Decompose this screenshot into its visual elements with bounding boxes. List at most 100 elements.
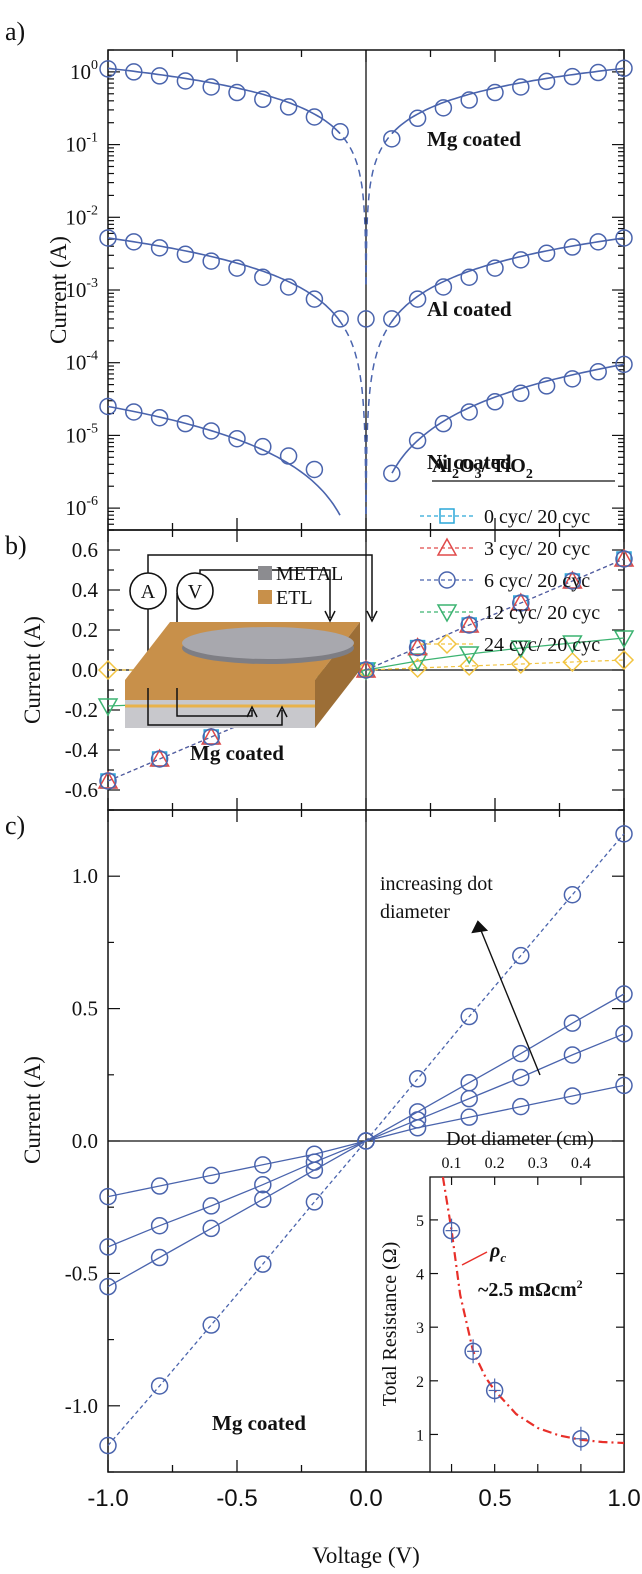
data-point [613, 649, 635, 671]
panel-a: a) 100 10-1 10-2 10-3 10 -4 10-5 10-6 Current (… [5, 17, 633, 531]
data-point [615, 1025, 633, 1043]
data-point [615, 1076, 633, 1095]
data-point [563, 370, 582, 388]
data-point [200, 726, 222, 745]
arrow-text-line-2: diameter [380, 901, 450, 923]
y-tick-label: -0.2 [65, 698, 98, 722]
x-tick-label: 1.0 [607, 1485, 640, 1512]
legend-items: 0 cyc/ 20 cyc 3 cyc/ 20 cyc 6 cyc/ 20 cyc 1… [420, 506, 600, 656]
data-point [615, 825, 633, 843]
data-point [563, 572, 582, 590]
data-point [407, 657, 428, 679]
inset-top-tick-label: 0.3 [528, 1155, 548, 1172]
data-point [331, 310, 349, 328]
fit-dashed-segment [337, 130, 367, 285]
data-point [125, 403, 143, 421]
data-point [99, 397, 117, 416]
series-line [107, 558, 625, 782]
data-point [383, 130, 401, 148]
y-tick-exponent: -6 [86, 494, 98, 509]
data-point [537, 377, 556, 395]
data-point [460, 616, 478, 634]
data-point [434, 414, 453, 433]
series-line [107, 833, 625, 1446]
data-point [460, 1007, 478, 1026]
panel-a-ylabel: Current (A) [46, 236, 71, 344]
data-point [563, 238, 582, 256]
data-point [486, 259, 504, 277]
increase-arrow-shaft [479, 927, 541, 1076]
data-point [99, 60, 117, 78]
data-point [615, 550, 633, 568]
data-point [254, 437, 272, 456]
data-point [97, 659, 119, 681]
ammeter-label: A [141, 581, 156, 603]
data-point [408, 290, 427, 308]
y-tick-exponent: -4 [86, 349, 98, 364]
data-point [150, 1248, 169, 1267]
data-point [460, 91, 478, 109]
ammeter-circle [129, 572, 167, 610]
legend: Al2O3/ TiO2 0 cyc/ 20 cyc 3 cyc/ 20 cyc 6 … [420, 455, 615, 656]
voltmeter-probe-arrow [324, 596, 336, 623]
inset-top-tick-label: 0.2 [485, 1155, 505, 1172]
fit-solid-segment [107, 237, 341, 322]
data-point [305, 1153, 324, 1171]
data-point [512, 1068, 530, 1087]
x-tick-label: 0.0 [349, 1485, 382, 1512]
data-point [99, 229, 117, 247]
x-tick-label: 0.5 [478, 1485, 511, 1512]
data-point [615, 59, 633, 78]
inset-ticks [430, 1177, 624, 1472]
data-point [254, 90, 272, 109]
inset-ytick-label: 5 [416, 1213, 424, 1230]
annotation-mg-coated-c: Mg coated [212, 1411, 306, 1435]
data-point [202, 252, 220, 270]
data-point [562, 570, 583, 589]
x-axis-label: Voltage (V) [312, 1543, 420, 1568]
data-point [458, 646, 480, 665]
data-point [254, 1175, 272, 1194]
y-tick-label: 10-6 [65, 494, 98, 520]
inset-ytick-label: 4 [416, 1267, 424, 1284]
data-point [408, 1070, 427, 1088]
data-point [562, 635, 583, 654]
data-point [563, 1087, 582, 1105]
data-point [589, 363, 607, 381]
data-point [150, 750, 169, 768]
y-tick-base: 10 [65, 205, 86, 229]
data-point [125, 233, 143, 251]
inset-series [441, 1176, 625, 1451]
data-point [512, 946, 530, 965]
data-point [512, 384, 530, 403]
y-tick-label: 10-3 [65, 276, 98, 302]
data-point [99, 772, 117, 790]
data-point [613, 548, 635, 567]
y-tick-label: 10-5 [65, 421, 98, 447]
panel-a-label: a) [5, 17, 25, 46]
y-tick-label: 10-1 [65, 131, 98, 157]
resistance-inset: Dot diameter (cm) 0.1 0.2 0.3 0.4 5 4 3 2 1 Tot… [379, 1128, 625, 1473]
data-point [202, 728, 220, 746]
y-tick-label: 10-2 [65, 203, 98, 229]
data-point [254, 1190, 272, 1209]
y-tick-label: 0.2 [72, 618, 98, 642]
y-tick-label: 100 [70, 58, 98, 84]
inset-ytick-labels: 5 4 3 2 1 [416, 1213, 424, 1445]
inset-top-tick-label: 0.4 [571, 1155, 591, 1172]
y-tick-label: 0.5 [72, 997, 98, 1021]
inset-data-point [485, 1381, 504, 1400]
y-tick-label: -1.0 [65, 1394, 98, 1418]
legend-marker [436, 537, 458, 556]
data-point [615, 985, 633, 1003]
data-point [202, 1316, 220, 1334]
substrate-front [125, 700, 315, 728]
panel-a-series [99, 59, 633, 516]
data-point [383, 310, 401, 328]
data-point [510, 640, 532, 659]
data-point [434, 99, 453, 117]
ammeter-probe-arrow [366, 582, 378, 623]
panel-b-label: b) [5, 531, 27, 560]
data-point [563, 1014, 582, 1032]
data-point [562, 651, 583, 673]
